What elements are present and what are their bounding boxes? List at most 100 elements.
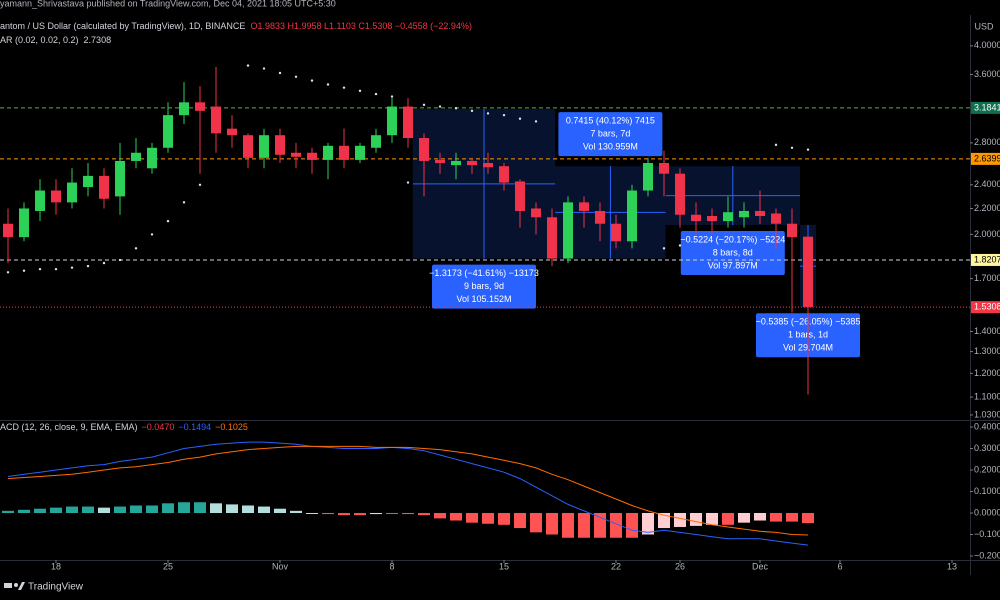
sar-dot — [678, 244, 682, 247]
sar-dot — [54, 267, 58, 271]
histogram-bar — [194, 502, 206, 514]
macd-line — [7, 445, 809, 536]
histogram-bar — [626, 513, 638, 538]
y-tick-label: 1.4000 — [974, 326, 1000, 336]
histogram-bar — [114, 506, 126, 514]
histogram-bar — [722, 513, 734, 525]
macd-line — [7, 441, 809, 546]
price-label: 1.8207 — [974, 254, 1000, 264]
candle-body — [675, 173, 685, 215]
x-tick-label: 13 — [947, 561, 957, 571]
candle-body — [19, 208, 29, 238]
sar-dot — [454, 107, 458, 110]
candle-body — [451, 160, 461, 166]
measure-label: 8 bars, 8d — [713, 247, 753, 257]
histogram-bar — [18, 509, 30, 514]
sar-dot — [150, 233, 154, 236]
histogram-bar — [178, 502, 190, 514]
sar-dot — [470, 109, 474, 113]
candle-body — [787, 223, 797, 238]
histogram-bar — [258, 506, 270, 514]
measure-label: 9 bars, 9d — [464, 281, 504, 291]
macd-legend-value: −0.1025 — [215, 422, 248, 432]
sar-dot — [70, 266, 74, 269]
sar-dot — [374, 92, 378, 96]
candle-body — [131, 152, 141, 161]
x-tick-label: 15 — [499, 561, 509, 571]
price-label-box — [971, 101, 1000, 114]
candle-body — [755, 210, 765, 216]
histogram-bar — [274, 508, 286, 514]
candle-body — [35, 190, 45, 211]
candle-body — [803, 236, 813, 308]
sar-dot — [102, 261, 106, 265]
y-tick-label: 0.3000 — [974, 443, 1000, 453]
macd-legend-value: −0.0470 — [142, 422, 175, 432]
sar-dot — [806, 148, 810, 151]
histogram-bar — [466, 513, 478, 523]
sar-dot — [166, 219, 170, 223]
histogram-bar — [50, 507, 62, 514]
logo — [4, 582, 25, 590]
histogram-bar — [450, 513, 462, 521]
sar-dot — [486, 112, 490, 115]
histogram-bar — [578, 513, 590, 538]
candle-body — [259, 135, 269, 158]
y-tick-label: 3.6000 — [974, 69, 1000, 79]
measure-label: 0.7415 (40.12%) 7415 — [566, 116, 655, 126]
candle-body — [691, 214, 701, 222]
x-tick-label: 25 — [163, 561, 173, 571]
candle-body — [467, 160, 477, 166]
sar-dot — [86, 264, 90, 268]
candle-body — [515, 181, 525, 211]
histogram-bar — [498, 513, 510, 525]
histogram-bar — [354, 513, 366, 516]
histogram-bar — [738, 513, 750, 523]
macd-legend-value: −0.1494 — [178, 422, 211, 432]
candle-body — [723, 212, 733, 222]
y-tick-label: 1.0300 — [974, 409, 1000, 419]
histogram-bar — [66, 506, 78, 514]
candle-body — [579, 202, 589, 211]
footer-brand: TradingView — [28, 582, 84, 593]
candle-body — [611, 223, 621, 242]
candle-body — [163, 115, 173, 148]
sar-dot — [422, 103, 426, 107]
sar-dot — [22, 269, 26, 272]
candle-body — [739, 210, 749, 218]
histogram-bar — [754, 513, 766, 521]
sar-dot — [390, 95, 394, 98]
sar-dot — [518, 117, 522, 120]
y-tick-label: 0.4000 — [974, 421, 1000, 431]
y-tick-label: 2.4000 — [974, 179, 1000, 189]
y-tick-label: 4.0000 — [974, 40, 1000, 50]
sar-dot — [134, 247, 138, 250]
price-label: 2.6399 — [974, 153, 1000, 163]
sar-dot — [38, 267, 42, 271]
candle-body — [115, 160, 125, 197]
candle-body — [643, 163, 653, 191]
y-tick-label: 0.1000 — [974, 486, 1000, 496]
histogram-bar — [546, 513, 558, 535]
candle-body — [627, 190, 637, 242]
y-tick-label: −0.1000 — [974, 529, 1000, 539]
histogram-bar — [34, 508, 46, 514]
sar-dot — [774, 143, 778, 147]
sar-dot — [790, 146, 794, 149]
sar-line: AR (0.02, 0.02, 0.2) 2.7308 — [0, 35, 111, 45]
sar-dot — [502, 113, 506, 117]
measure-label: −0.5224 (−20.17%) −5224 — [680, 234, 785, 244]
histogram-bar — [338, 513, 350, 516]
candle-body — [323, 145, 333, 160]
histogram-bar — [674, 513, 686, 527]
sar-dot — [342, 86, 346, 89]
histogram-bar — [402, 513, 414, 515]
histogram-bar — [2, 510, 14, 514]
histogram-bar — [594, 513, 606, 538]
candle-body — [291, 152, 301, 157]
candle-body — [3, 223, 13, 238]
measure-label-box — [680, 231, 785, 276]
measure-label-box — [432, 264, 536, 309]
candle-body — [563, 202, 573, 259]
